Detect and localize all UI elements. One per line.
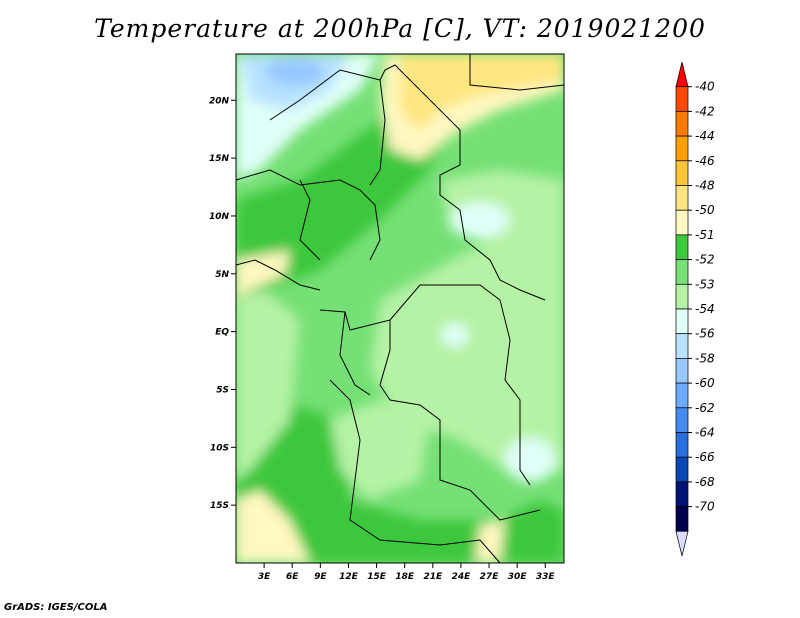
colorbar-segment (675, 111, 689, 137)
lon-tick-label: 27E (480, 572, 500, 582)
lat-tick-label: 20N (209, 96, 230, 106)
lon-tick-label: 33E (536, 572, 556, 582)
colorbar-label: -48 (695, 179, 715, 193)
colorbar-segment (675, 407, 689, 433)
colorbar-segment (675, 506, 689, 532)
colorbar-label: -60 (695, 376, 715, 390)
colorbar-segment (675, 333, 689, 359)
colorbar-segment (675, 185, 689, 211)
lon-tick-label: 9E (314, 572, 327, 582)
colorbar-segment (675, 209, 689, 236)
colorbar-segment (675, 61, 689, 88)
latitude-axis: 20N 15N 10N 5N EQ 5S 10S 15S (209, 96, 236, 511)
lat-tick-label: 15S (210, 501, 229, 511)
lon-tick-label: 30E (508, 572, 528, 582)
colorbar-segment (675, 259, 689, 285)
lat-tick-label: 5N (215, 270, 229, 280)
colorbar-label: -66 (695, 450, 715, 464)
lon-tick-label: 18E (395, 572, 415, 582)
colorbar-label: -62 (695, 401, 715, 415)
colorbar-segment (675, 530, 689, 557)
colorbar-segment (675, 86, 689, 112)
colorbar-label: -54 (695, 302, 715, 316)
colorbar-segment (675, 382, 689, 409)
lat-tick-label: 10N (209, 212, 230, 222)
colorbar-label: -44 (695, 129, 715, 143)
colorbar-label: -70 (695, 500, 715, 514)
colorbar: -40 -42 -44 -46 -48 -50 -51 -52 -53 -54 -56 -58 -60 -… (675, 61, 715, 557)
lon-tick-label: 24E (452, 572, 472, 582)
country-borders (236, 54, 564, 563)
lat-tick-label: EQ (215, 328, 229, 338)
lon-tick-label: 6E (286, 572, 299, 582)
chart-title: Temperature at 200hPa [C], VT: 201902120… (94, 14, 706, 43)
lon-tick-label: 21E (423, 572, 443, 582)
colorbar-segment (675, 456, 689, 483)
colorbar-label: -58 (695, 351, 715, 365)
colorbar-label: -51 (695, 228, 715, 242)
colorbar-label: -52 (695, 253, 715, 267)
colorbar-segment (675, 358, 689, 384)
colorbar-label: -40 (695, 80, 715, 94)
grads-credit: GrADS: IGES/COLA (4, 602, 108, 613)
colorbar-segment (675, 432, 689, 458)
longitude-axis: 3E 6E 9E 12E 15E 18E 21E 24E 27E 30E 33E (258, 563, 556, 582)
colorbar-segment (675, 234, 689, 260)
lon-tick-label: 15E (367, 572, 387, 582)
colorbar-label: -53 (695, 277, 715, 291)
colorbar-segment (675, 481, 689, 507)
colorbar-label: -46 (695, 154, 715, 168)
lon-tick-label: 12E (339, 572, 359, 582)
colorbar-segment (675, 160, 689, 186)
colorbar-segment (675, 135, 689, 162)
lat-tick-label: 10S (210, 443, 229, 453)
colorbar-label: -64 (695, 426, 715, 440)
map-frame (235, 53, 565, 564)
lat-tick-label: 5S (216, 385, 229, 395)
colorbar-segment (675, 308, 689, 335)
colorbar-label: -56 (695, 327, 715, 341)
colorbar-label: -50 (695, 203, 715, 217)
colorbar-segment (675, 283, 689, 310)
colorbar-label: -68 (695, 475, 715, 489)
colorbar-label: -42 (695, 104, 715, 118)
lon-tick-label: 3E (258, 572, 271, 582)
lat-tick-label: 15N (209, 154, 230, 164)
